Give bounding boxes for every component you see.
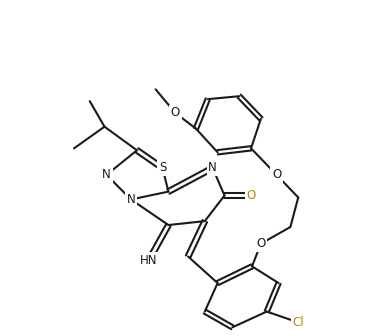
- Text: N: N: [127, 193, 135, 206]
- Text: N: N: [102, 168, 111, 181]
- Text: Cl: Cl: [293, 316, 304, 329]
- Text: O: O: [272, 168, 281, 181]
- Text: HN: HN: [140, 254, 158, 267]
- Text: O: O: [247, 189, 256, 202]
- Text: S: S: [159, 162, 166, 174]
- Text: O: O: [171, 107, 180, 119]
- Text: O: O: [256, 237, 265, 250]
- Text: N: N: [208, 162, 217, 174]
